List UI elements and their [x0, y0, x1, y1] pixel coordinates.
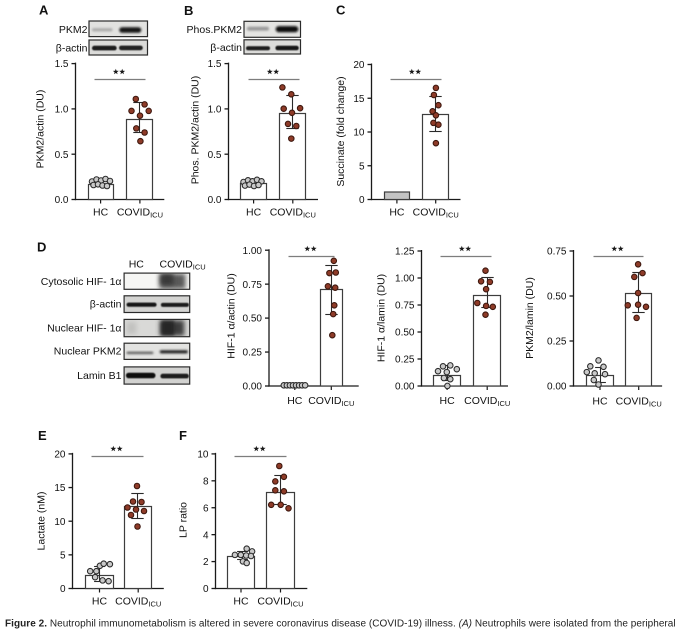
svg-text:Lactate (nM): Lactate (nM)	[35, 492, 47, 551]
svg-text:0.75: 0.75	[547, 247, 567, 258]
svg-text:C: C	[336, 3, 346, 18]
svg-text:HC: HC	[92, 596, 108, 608]
svg-text:10: 10	[197, 450, 209, 461]
svg-text:0.75: 0.75	[395, 301, 415, 312]
svg-text:0.0: 0.0	[208, 195, 222, 206]
svg-text:0.00: 0.00	[547, 382, 567, 393]
svg-text:1.0: 1.0	[208, 105, 222, 116]
svg-text:20: 20	[353, 60, 365, 71]
svg-text:0.50: 0.50	[547, 292, 567, 303]
svg-text:0.00: 0.00	[243, 382, 263, 393]
svg-text:0: 0	[203, 584, 209, 595]
svg-text:10: 10	[353, 128, 365, 139]
svg-text:0.50: 0.50	[243, 314, 263, 325]
svg-text:HIF-1 α/actin (DU): HIF-1 α/actin (DU)	[225, 273, 237, 358]
svg-text:0.75: 0.75	[243, 280, 263, 291]
svg-text:Cytosolic HIF- 1α: Cytosolic HIF- 1α	[41, 276, 122, 288]
svg-text:COVIDICU: COVIDICU	[117, 207, 163, 220]
svg-text:LP ratio: LP ratio	[177, 502, 189, 538]
svg-text:HC: HC	[440, 395, 456, 407]
svg-text:A: A	[39, 3, 49, 18]
svg-text:20: 20	[54, 450, 66, 461]
svg-text:B: B	[184, 3, 193, 18]
svg-text:5: 5	[60, 550, 66, 561]
svg-text:HC: HC	[287, 395, 303, 407]
svg-text:HIF-1 α/lamin (DU): HIF-1 α/lamin (DU)	[376, 274, 388, 362]
svg-text:0: 0	[359, 195, 365, 206]
svg-text:15: 15	[353, 94, 365, 105]
svg-text:PKM2: PKM2	[59, 24, 88, 36]
svg-text:4: 4	[203, 530, 209, 541]
svg-text:HC: HC	[93, 207, 109, 219]
svg-text:0.0: 0.0	[55, 195, 69, 206]
svg-text:COVIDICU: COVIDICU	[270, 207, 316, 220]
svg-text:0.5: 0.5	[55, 150, 69, 161]
svg-text:HC: HC	[233, 596, 249, 608]
svg-text:HC: HC	[129, 259, 145, 271]
svg-text:Phos.PKM2: Phos.PKM2	[187, 24, 243, 36]
svg-text:Phos. PKM2/actin (DU): Phos. PKM2/actin (DU)	[190, 76, 202, 185]
svg-text:0.00: 0.00	[395, 382, 415, 393]
svg-text:0.25: 0.25	[243, 348, 263, 359]
svg-text:8: 8	[203, 476, 209, 487]
svg-text:F: F	[179, 428, 187, 443]
svg-text:0.5: 0.5	[208, 150, 222, 161]
svg-text:PKM2/actin (DU): PKM2/actin (DU)	[35, 90, 47, 169]
svg-text:β-actin: β-actin	[90, 299, 122, 311]
svg-text:Figure 2. Neutrophil immunomet: Figure 2. Neutrophil immunometabolism is…	[5, 619, 676, 630]
svg-text:β-actin: β-actin	[56, 42, 88, 54]
svg-text:1.5: 1.5	[208, 59, 222, 70]
svg-text:E: E	[38, 428, 47, 443]
svg-text:COVIDICU: COVIDICU	[464, 395, 510, 408]
svg-text:D: D	[37, 240, 46, 255]
svg-text:1.25: 1.25	[395, 247, 415, 258]
svg-text:COVIDICU: COVIDICU	[257, 596, 303, 609]
svg-text:1.00: 1.00	[243, 246, 263, 257]
svg-text:1.0: 1.0	[55, 105, 69, 116]
svg-text:10: 10	[54, 517, 66, 528]
svg-text:Nuclear PKM2: Nuclear PKM2	[54, 346, 122, 358]
svg-text:COVIDICU: COVIDICU	[308, 395, 354, 408]
svg-text:0.25: 0.25	[547, 337, 567, 348]
svg-text:β-actin: β-actin	[210, 42, 242, 54]
svg-text:COVIDICU: COVIDICU	[616, 396, 662, 409]
svg-text:COVIDICU: COVIDICU	[160, 259, 206, 272]
svg-text:Nuclear HIF- 1α: Nuclear HIF- 1α	[47, 323, 121, 335]
svg-text:0.50: 0.50	[395, 328, 415, 339]
svg-text:15: 15	[54, 483, 66, 494]
svg-text:HC: HC	[246, 207, 262, 219]
svg-text:HC: HC	[592, 396, 608, 408]
svg-text:COVIDICU: COVIDICU	[115, 596, 161, 609]
svg-text:2: 2	[203, 557, 209, 568]
svg-text:HC: HC	[389, 207, 405, 219]
svg-text:6: 6	[203, 503, 209, 514]
svg-text:0.25: 0.25	[395, 355, 415, 366]
svg-text:PKM2/lamin (DU): PKM2/lamin (DU)	[524, 277, 536, 359]
svg-text:1.00: 1.00	[395, 274, 415, 285]
svg-text:Succinate (fold change): Succinate (fold change)	[335, 76, 347, 186]
svg-text:COVIDICU: COVIDICU	[413, 207, 459, 220]
svg-text:1.5: 1.5	[55, 59, 69, 70]
svg-text:Lamin B1: Lamin B1	[77, 370, 122, 382]
svg-text:0: 0	[60, 584, 66, 595]
svg-text:5: 5	[359, 161, 365, 172]
